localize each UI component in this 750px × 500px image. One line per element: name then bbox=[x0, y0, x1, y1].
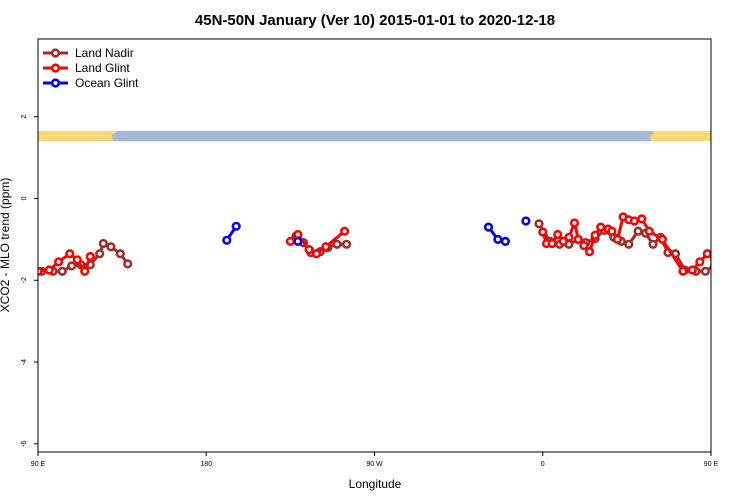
data-point-land-glint bbox=[547, 238, 557, 249]
data-point-land-glint bbox=[695, 257, 705, 267]
data-point-land-glint bbox=[80, 266, 90, 276]
data-point-land-glint bbox=[702, 249, 711, 259]
series-ocean-glint bbox=[222, 216, 531, 246]
data-point-land-glint bbox=[53, 257, 64, 267]
data-point-land-glint bbox=[569, 218, 580, 228]
x-tick-label: 0 bbox=[541, 461, 545, 468]
data-point-land-glint bbox=[65, 249, 75, 259]
data-point-land-nadir bbox=[736, 240, 743, 247]
data-point-land-glint bbox=[723, 253, 730, 260]
legend-label: Land Nadir bbox=[75, 46, 134, 60]
data-point-land-glint bbox=[579, 240, 589, 251]
data-point-land-nadir bbox=[743, 243, 750, 250]
data-point-land-glint bbox=[612, 234, 623, 244]
series-land-nadir bbox=[38, 219, 750, 276]
data-point-ocean-glint bbox=[483, 222, 494, 232]
data-point-land-nadir bbox=[106, 242, 116, 252]
data-point-land-glint bbox=[85, 251, 95, 262]
data-point-land-nadir bbox=[700, 266, 711, 276]
data-point-land-nadir bbox=[624, 239, 634, 249]
legend-marker bbox=[50, 63, 61, 73]
x-axis-label: Longitude bbox=[349, 477, 402, 491]
data-point-land-nadir bbox=[728, 250, 735, 257]
legend-item-land-glint: Land Glint bbox=[43, 61, 130, 75]
y-axis: -6 -4 -2 0 2 bbox=[21, 115, 38, 447]
legend-item-ocean-glint: Ocean Glint bbox=[43, 76, 139, 90]
chart-title: 45N-50N January (Ver 10) 2015-01-01 to 2… bbox=[195, 12, 555, 29]
data-point-land-glint bbox=[44, 265, 54, 275]
data-point-land-glint bbox=[573, 234, 583, 244]
data-point-land-glint bbox=[678, 266, 688, 276]
series-layer bbox=[38, 212, 750, 276]
data-point-land-glint bbox=[321, 242, 331, 252]
data-point-land-glint bbox=[596, 222, 606, 232]
legend-marker bbox=[50, 78, 61, 88]
x-tick-label: 180 bbox=[200, 461, 212, 468]
series-land-glint bbox=[38, 212, 730, 276]
plot-frame bbox=[37, 38, 712, 453]
data-point-land-glint bbox=[637, 214, 647, 224]
x-axis: 90 E 180 90 W 0 90 E bbox=[31, 452, 719, 468]
data-point-land-glint bbox=[72, 255, 82, 265]
data-point-ocean-glint bbox=[222, 235, 232, 245]
legend-item-land-nadir: Land Nadir bbox=[43, 46, 134, 60]
data-point-land-glint bbox=[644, 226, 654, 236]
y-tick-label: 2 bbox=[21, 115, 28, 119]
data-point-ocean-glint bbox=[293, 236, 303, 246]
data-point-ocean-glint bbox=[231, 221, 241, 231]
x-tick-label: 90 E bbox=[31, 461, 46, 468]
data-point-land-nadir bbox=[332, 239, 342, 249]
data-point-land-glint bbox=[553, 229, 563, 240]
data-point-land-glint bbox=[304, 245, 314, 255]
data-point-land-glint bbox=[558, 236, 568, 246]
data-point-land-nadir bbox=[341, 239, 352, 249]
legend-marker bbox=[50, 48, 61, 58]
data-point-land-glint bbox=[584, 247, 595, 257]
data-point-land-glint bbox=[687, 265, 697, 275]
data-point-land-nadir bbox=[648, 239, 658, 249]
data-point-land-nadir bbox=[710, 261, 711, 268]
data-point-land-glint bbox=[590, 230, 600, 240]
x-tick-label: 90 W bbox=[366, 461, 383, 468]
data-point-land-nadir bbox=[115, 249, 125, 259]
x-tick-label: 90 E bbox=[704, 461, 719, 468]
data-point-land-nadir bbox=[534, 219, 544, 229]
data-point-land-glint bbox=[717, 268, 724, 275]
y-tick-label: -6 bbox=[21, 441, 28, 447]
data-point-land-glint bbox=[564, 232, 574, 242]
map-strip-ocean bbox=[112, 131, 654, 142]
legend-label: Ocean Glint bbox=[75, 76, 139, 90]
data-point-land-nadir bbox=[721, 261, 728, 268]
data-point-land-glint bbox=[629, 216, 640, 226]
y-axis-label: XCO2 - MLO trend (ppm) bbox=[0, 178, 12, 313]
data-point-land-glint bbox=[710, 257, 711, 263]
data-point-land-nadir bbox=[95, 249, 105, 259]
data-point-land-nadir bbox=[98, 238, 108, 249]
data-point-ocean-glint bbox=[500, 236, 511, 246]
data-point-ocean-glint bbox=[521, 216, 531, 226]
data-point-land-nadir bbox=[67, 261, 77, 271]
y-tick-label: 0 bbox=[21, 196, 28, 200]
data-point-ocean-glint bbox=[493, 234, 503, 244]
data-point-land-glint bbox=[340, 226, 350, 236]
data-point-land-nadir bbox=[633, 226, 643, 236]
map-strip bbox=[38, 131, 711, 142]
y-tick-label: -4 bbox=[21, 359, 28, 365]
data-point-land-glint bbox=[285, 236, 296, 246]
data-point-land-glint bbox=[538, 227, 548, 237]
data-point-land-glint bbox=[657, 234, 668, 244]
data-point-land-nadir bbox=[123, 259, 133, 269]
data-point-land-glint bbox=[607, 226, 617, 236]
data-point-land-glint bbox=[311, 249, 322, 259]
data-point-land-nadir bbox=[57, 266, 67, 276]
legend-label: Land Glint bbox=[75, 61, 130, 75]
y-tick-label: -2 bbox=[21, 277, 28, 283]
